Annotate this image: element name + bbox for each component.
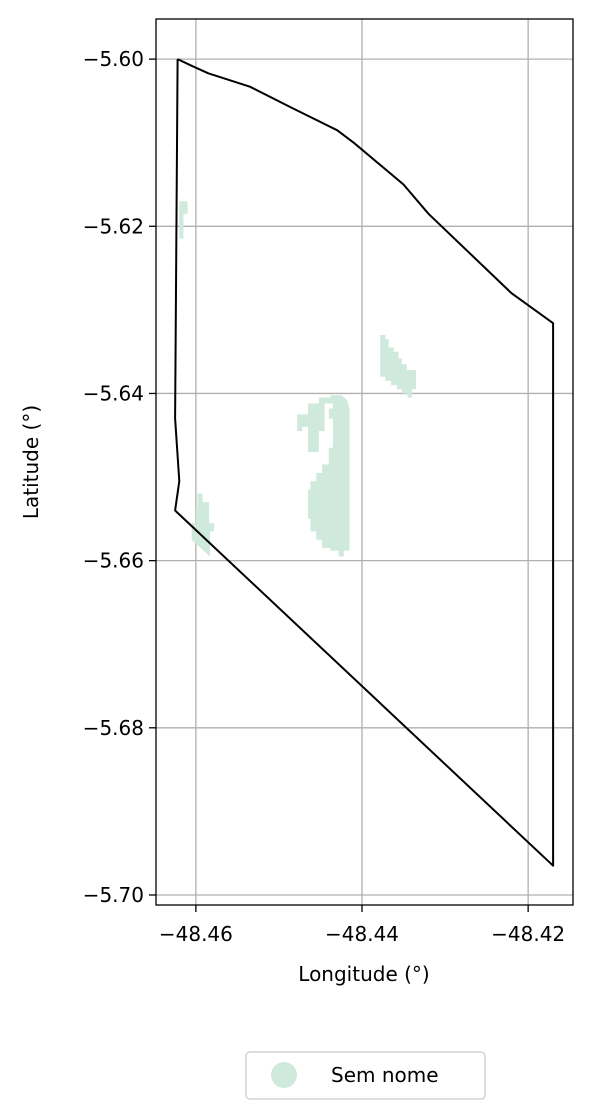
feature-area bbox=[380, 335, 416, 398]
legend-label-sem-nome: Sem nome bbox=[331, 1063, 439, 1087]
boundary-line bbox=[174, 58, 555, 867]
legend: Sem nome bbox=[245, 1051, 486, 1100]
legend-box bbox=[245, 1051, 486, 1100]
x-tick-label: −48.42 bbox=[491, 922, 565, 946]
feature-area bbox=[297, 395, 350, 557]
y-tick-label: −5.60 bbox=[83, 47, 144, 71]
y-tick-label: −5.62 bbox=[83, 214, 144, 238]
feature-areas bbox=[179, 201, 416, 557]
y-ticks: −5.60 −5.62 −5.64 −5.66 −5.68 −5.70 bbox=[83, 47, 156, 907]
legend-marker-sem-nome bbox=[271, 1062, 297, 1088]
y-tick-label: −5.70 bbox=[83, 883, 144, 907]
y-tick-label: −5.68 bbox=[83, 716, 144, 740]
y-axis-label: Latitude (°) bbox=[19, 405, 43, 519]
grid-lines bbox=[156, 19, 573, 905]
y-tick-label: −5.66 bbox=[83, 549, 144, 573]
boundary-layer bbox=[174, 58, 555, 867]
x-ticks: −48.46 −48.44 −48.42 bbox=[159, 905, 565, 946]
feature-area bbox=[179, 201, 188, 239]
x-axis-label: Longitude (°) bbox=[298, 962, 429, 986]
x-tick-label: −48.46 bbox=[159, 922, 233, 946]
x-tick-label: −48.44 bbox=[325, 922, 399, 946]
axes-frame bbox=[155, 18, 574, 906]
y-tick-label: −5.64 bbox=[83, 381, 144, 405]
